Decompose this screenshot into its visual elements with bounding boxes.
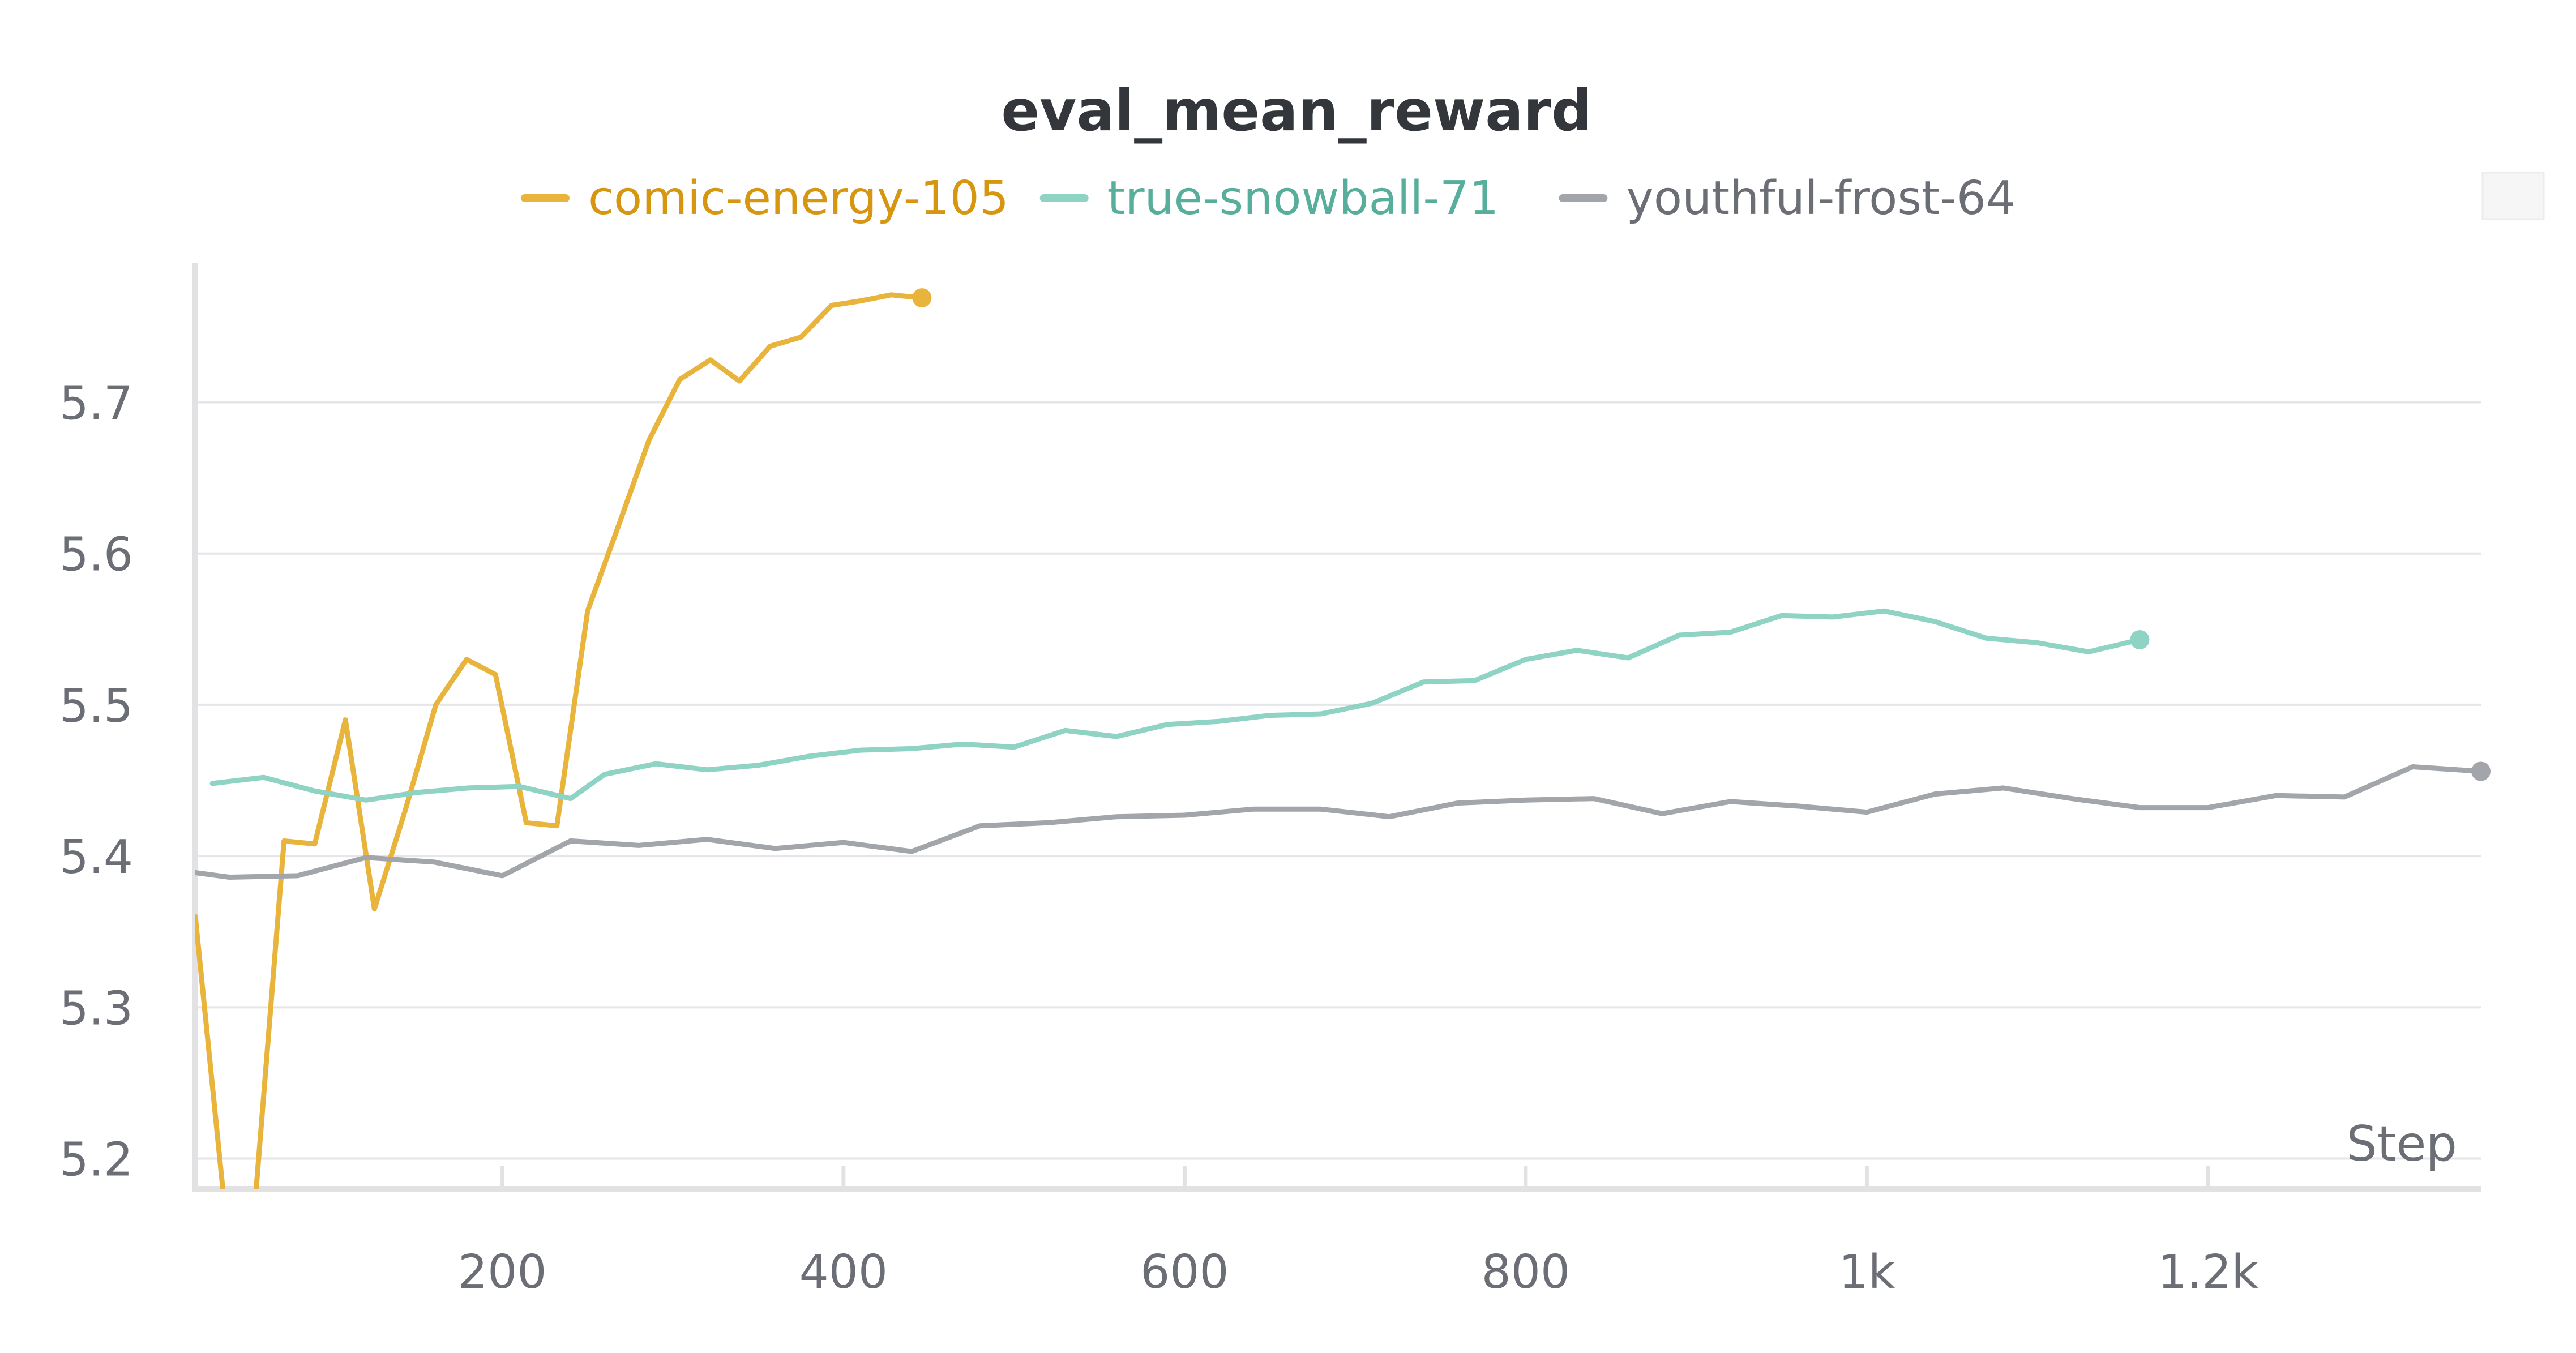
x-tick-label: 200 [458,1245,547,1299]
x-tick-label: 800 [1482,1245,1571,1299]
series-endpoint [2471,761,2491,781]
series-endpoint [2130,630,2150,650]
legend: comic-energy-105 true-snowball-71 youthful… [520,172,2016,225]
grid-lines: 5.2 5.3 5.4 5.5 5.6 5.7 [59,376,2481,1187]
y-tick-label: 5.4 [59,830,133,884]
y-tick-label: 5.3 [59,982,133,1035]
legend-label: true-snowball-71 [1107,172,1499,225]
y-tick-label: 5.6 [59,528,133,582]
legend-label: youthful-frost-64 [1626,172,2016,225]
y-tick-label: 5.7 [59,376,133,430]
panel-menu-button[interactable] [2481,172,2545,220]
x-tick-label: 400 [799,1245,888,1299]
x-tick-label: 1.2k [2158,1245,2258,1299]
chart-title: eval_mean_reward [1001,78,1591,144]
y-tick-label: 5.5 [59,679,133,733]
series-layer [195,288,2491,1189]
x-tick-label: 600 [1140,1245,1229,1299]
series-endpoint [912,288,932,308]
series-line [209,608,2142,803]
x-axis-label: Step [2346,1116,2457,1172]
series-line [195,292,925,1189]
legend-label: comic-energy-105 [588,172,1009,225]
x-tick-label: 1k [1839,1245,1895,1299]
series-line [195,764,2484,880]
y-tick-label: 5.2 [59,1133,133,1187]
axes: 200 400 600 800 1k 1.2k [192,263,2481,1299]
